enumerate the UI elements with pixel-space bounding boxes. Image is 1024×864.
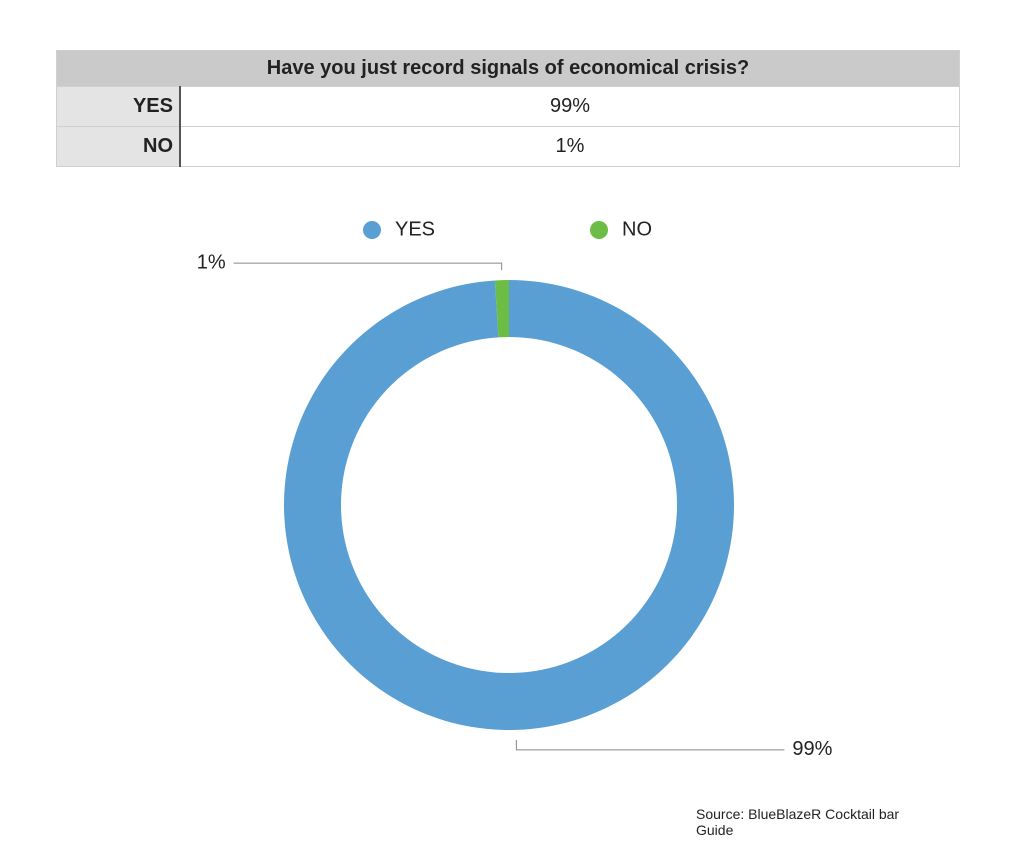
data-label: 99%: [792, 738, 832, 760]
row-label: NO: [56, 126, 181, 167]
data-label: 1%: [197, 251, 226, 273]
legend-swatch: [363, 221, 381, 239]
legend-label: YES: [395, 218, 435, 240]
leader-line: [515, 739, 785, 751]
legend-swatch: [590, 221, 608, 239]
row-label: YES: [56, 86, 181, 127]
donut-slice: [283, 280, 734, 731]
leader-line: [233, 262, 503, 271]
source-note: Source: BlueBlazeR Cocktail bar Guide: [696, 806, 900, 838]
summary-table: Have you just record signals of economic…: [56, 50, 960, 167]
legend-label: NO: [622, 218, 652, 240]
row-value: 99%: [179, 86, 960, 127]
donut-slice: [494, 280, 509, 338]
table-title: Have you just record signals of economic…: [56, 50, 960, 87]
row-value: 1%: [179, 126, 960, 167]
